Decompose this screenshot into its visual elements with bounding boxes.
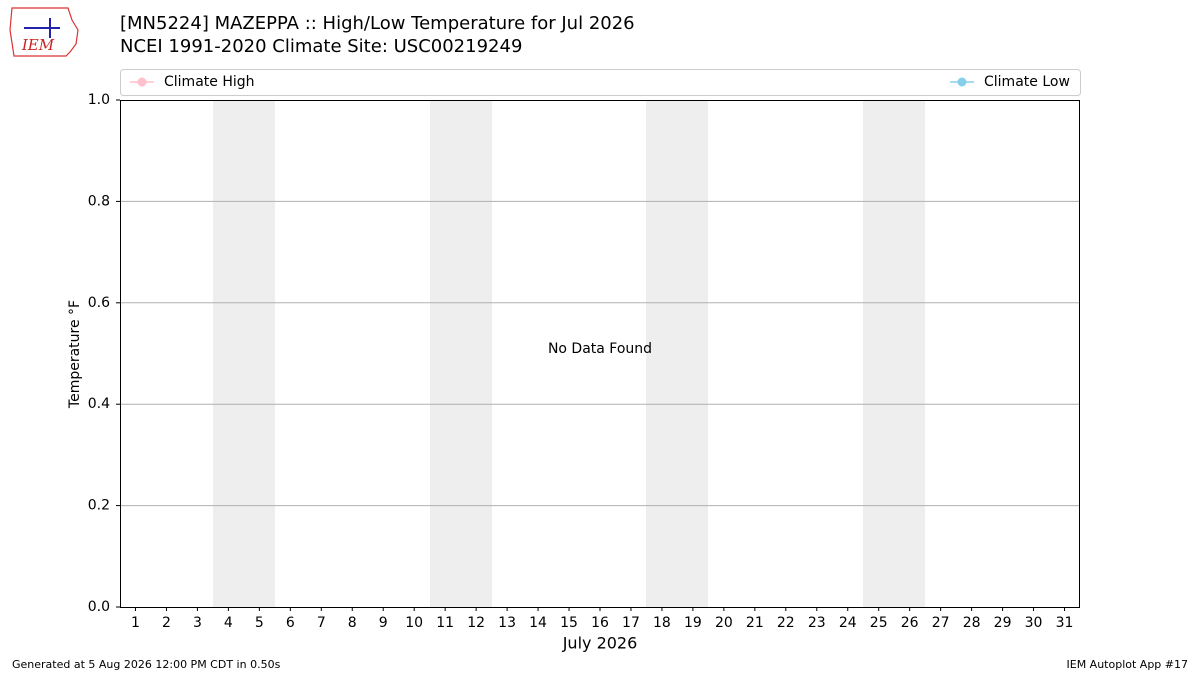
x-tick-label: 16 [591, 615, 609, 631]
x-tick-label: 10 [405, 615, 423, 631]
chart-subtitle: NCEI 1991-2020 Climate Site: USC00219249 [120, 36, 522, 57]
x-tick-label: 17 [622, 615, 640, 631]
x-tick-label: 2 [162, 615, 171, 631]
weekend-shading [213, 100, 925, 607]
x-tick-label: 27 [932, 615, 950, 631]
footer-left: Generated at 5 Aug 2026 12:00 PM CDT in … [12, 658, 281, 671]
logo-text: IEM [21, 36, 55, 54]
legend [120, 69, 1081, 96]
x-tick-label: 12 [467, 615, 485, 631]
y-axis-label: Temperature °F [67, 300, 83, 409]
y-tick-label: 0.6 [88, 295, 110, 311]
x-tick-label: 24 [839, 615, 857, 631]
x-tick-label: 25 [870, 615, 888, 631]
x-tick-label: 13 [498, 615, 516, 631]
x-tick-label: 22 [777, 615, 795, 631]
y-tick-label: 1.0 [88, 92, 110, 108]
x-tick-label: 28 [963, 615, 981, 631]
x-tick-label: 5 [255, 615, 264, 631]
x-tick-label: 20 [715, 615, 733, 631]
x-tick-label: 15 [560, 615, 578, 631]
x-tick-label: 23 [808, 615, 826, 631]
x-tick-label: 18 [653, 615, 671, 631]
footer-right: IEM Autoplot App #17 [1067, 658, 1189, 671]
legend-marker [957, 77, 967, 87]
chart-title: [MN5224] MAZEPPA :: High/Low Temperature… [120, 13, 635, 34]
x-tick-label: 3 [193, 615, 202, 631]
y-tick-label: 0.2 [88, 498, 110, 514]
legend-label: Climate High [164, 74, 255, 90]
y-tick-label: 0.0 [88, 599, 110, 615]
x-tick-label: 6 [286, 615, 295, 631]
x-tick-label: 30 [1025, 615, 1043, 631]
x-tick-label: 29 [994, 615, 1012, 631]
plot [120, 200, 1080, 507]
x-tick-label: 9 [379, 615, 388, 631]
legend-label: Climate Low [984, 74, 1070, 90]
x-tick-label: 8 [348, 615, 357, 631]
annotation: No Data Found [548, 341, 652, 357]
x-tick-label: 7 [317, 615, 326, 631]
x-tick-label: 4 [224, 615, 233, 631]
x-tick-label: 1 [131, 615, 140, 631]
y-tick-label: 0.4 [88, 396, 110, 412]
x-tick-label: 26 [901, 615, 919, 631]
y-tick-label: 0.8 [88, 193, 110, 209]
x-axis-label: July 2026 [562, 634, 638, 653]
x-tick-label: 19 [684, 615, 702, 631]
x-tick-label: 11 [436, 615, 454, 631]
x-tick-label: 21 [746, 615, 764, 631]
legend-marker [137, 77, 147, 87]
logo: IEM [9, 7, 79, 57]
x-tick-label: 31 [1056, 615, 1074, 631]
x-tick-label: 14 [529, 615, 547, 631]
